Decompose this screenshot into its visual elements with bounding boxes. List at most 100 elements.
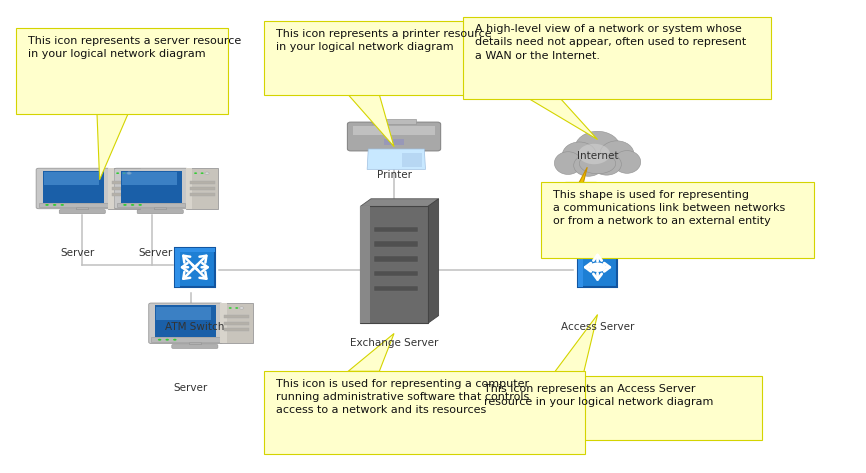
- FancyBboxPatch shape: [122, 172, 177, 185]
- FancyBboxPatch shape: [402, 153, 422, 167]
- FancyBboxPatch shape: [224, 322, 249, 324]
- FancyBboxPatch shape: [190, 187, 215, 190]
- Text: Exchange Server: Exchange Server: [350, 338, 438, 348]
- Circle shape: [173, 339, 177, 341]
- Ellipse shape: [573, 155, 604, 176]
- FancyBboxPatch shape: [108, 168, 140, 209]
- FancyBboxPatch shape: [541, 182, 814, 258]
- FancyBboxPatch shape: [114, 168, 188, 209]
- FancyBboxPatch shape: [360, 207, 371, 324]
- Polygon shape: [428, 199, 438, 324]
- FancyBboxPatch shape: [264, 371, 585, 454]
- FancyBboxPatch shape: [36, 168, 110, 209]
- Circle shape: [240, 307, 244, 309]
- FancyBboxPatch shape: [186, 168, 218, 209]
- FancyBboxPatch shape: [59, 210, 106, 214]
- Polygon shape: [530, 99, 598, 140]
- Circle shape: [229, 307, 232, 309]
- Text: Server: Server: [61, 248, 95, 258]
- FancyBboxPatch shape: [372, 120, 416, 124]
- FancyBboxPatch shape: [154, 207, 166, 211]
- Text: Printer: Printer: [377, 170, 411, 180]
- Circle shape: [139, 204, 142, 206]
- FancyBboxPatch shape: [157, 307, 211, 320]
- Text: A high-level view of a network or system whose
details need not appear, often us: A high-level view of a network or system…: [475, 24, 746, 61]
- Ellipse shape: [600, 141, 634, 167]
- Circle shape: [589, 263, 606, 272]
- Text: This icon represents a server resource
in your logical network diagram: This icon represents a server resource i…: [28, 36, 241, 59]
- Circle shape: [236, 307, 238, 309]
- Polygon shape: [565, 167, 587, 249]
- Circle shape: [201, 172, 204, 174]
- Ellipse shape: [591, 153, 622, 175]
- FancyBboxPatch shape: [578, 247, 617, 252]
- FancyBboxPatch shape: [120, 171, 182, 202]
- Text: Internet: Internet: [577, 151, 618, 161]
- Circle shape: [165, 339, 169, 341]
- FancyBboxPatch shape: [112, 181, 137, 184]
- FancyBboxPatch shape: [374, 241, 417, 247]
- FancyBboxPatch shape: [224, 328, 249, 331]
- FancyBboxPatch shape: [155, 306, 216, 337]
- Circle shape: [194, 172, 197, 174]
- Text: This shape is used for representing
a communications link between networks
or fr: This shape is used for representing a co…: [553, 190, 785, 226]
- FancyBboxPatch shape: [175, 247, 215, 287]
- FancyBboxPatch shape: [374, 271, 417, 276]
- FancyBboxPatch shape: [189, 342, 201, 346]
- FancyBboxPatch shape: [171, 344, 218, 349]
- FancyBboxPatch shape: [190, 193, 215, 196]
- FancyBboxPatch shape: [264, 21, 476, 95]
- FancyBboxPatch shape: [112, 187, 137, 190]
- Text: Server: Server: [173, 383, 208, 393]
- FancyBboxPatch shape: [152, 337, 220, 342]
- FancyBboxPatch shape: [44, 172, 99, 185]
- Text: This icon represents a printer resource
in your logical network diagram: This icon represents a printer resource …: [276, 29, 492, 52]
- FancyBboxPatch shape: [374, 286, 417, 291]
- Ellipse shape: [554, 152, 582, 175]
- FancyBboxPatch shape: [175, 247, 215, 252]
- FancyBboxPatch shape: [42, 171, 104, 202]
- FancyBboxPatch shape: [221, 303, 227, 343]
- Text: Server: Server: [139, 248, 173, 258]
- FancyBboxPatch shape: [221, 303, 253, 343]
- Circle shape: [123, 204, 126, 206]
- FancyBboxPatch shape: [353, 126, 435, 135]
- Polygon shape: [348, 333, 394, 371]
- Polygon shape: [97, 114, 128, 180]
- Text: This icon represents an Access Server
resource in your logical network diagram: This icon represents an Access Server re…: [484, 384, 714, 407]
- Text: Access Server: Access Server: [561, 322, 634, 332]
- FancyBboxPatch shape: [108, 168, 114, 209]
- Circle shape: [158, 339, 161, 341]
- Ellipse shape: [613, 150, 641, 173]
- FancyBboxPatch shape: [374, 256, 417, 262]
- FancyBboxPatch shape: [347, 122, 441, 151]
- Circle shape: [123, 172, 126, 174]
- FancyBboxPatch shape: [224, 315, 249, 318]
- Circle shape: [131, 204, 134, 206]
- Circle shape: [53, 204, 56, 206]
- FancyBboxPatch shape: [39, 202, 107, 207]
- Polygon shape: [552, 315, 598, 376]
- FancyBboxPatch shape: [137, 210, 184, 214]
- FancyBboxPatch shape: [186, 168, 192, 209]
- FancyBboxPatch shape: [76, 207, 88, 211]
- Circle shape: [205, 172, 210, 175]
- Polygon shape: [360, 199, 438, 207]
- FancyBboxPatch shape: [190, 181, 215, 184]
- FancyBboxPatch shape: [112, 193, 137, 196]
- Circle shape: [116, 172, 120, 174]
- FancyBboxPatch shape: [374, 227, 417, 232]
- FancyBboxPatch shape: [578, 247, 617, 287]
- Polygon shape: [348, 95, 394, 147]
- FancyBboxPatch shape: [175, 247, 180, 287]
- Text: ATM Switch: ATM Switch: [165, 322, 224, 332]
- Ellipse shape: [575, 131, 620, 166]
- Ellipse shape: [579, 153, 616, 174]
- FancyBboxPatch shape: [384, 139, 404, 145]
- FancyBboxPatch shape: [16, 28, 228, 114]
- FancyBboxPatch shape: [117, 202, 185, 207]
- FancyBboxPatch shape: [578, 247, 583, 287]
- Circle shape: [127, 172, 132, 175]
- Circle shape: [45, 204, 48, 206]
- FancyBboxPatch shape: [463, 17, 771, 99]
